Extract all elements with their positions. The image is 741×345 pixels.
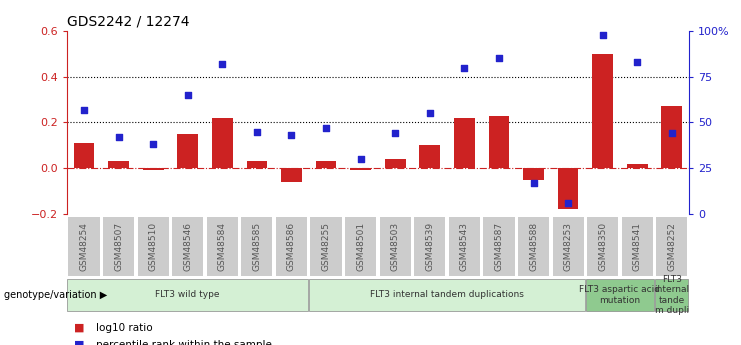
Point [459, 65, 471, 70]
Text: log10 ratio: log10 ratio [96, 323, 153, 333]
Point [389, 131, 401, 136]
Bar [108, 161, 129, 168]
Bar [247, 161, 268, 168]
Text: FLT3
internal
tande
m dupli: FLT3 internal tande m dupli [654, 275, 689, 315]
Text: GSM48254: GSM48254 [79, 222, 88, 271]
Text: percentile rank within the sample: percentile rank within the sample [96, 340, 272, 345]
Bar [592, 54, 613, 168]
Text: GSM48252: GSM48252 [668, 222, 677, 271]
Text: GSM48503: GSM48503 [391, 222, 399, 271]
Bar [488, 116, 509, 168]
Point [597, 32, 608, 38]
Text: GSM48253: GSM48253 [564, 222, 573, 271]
Text: ■: ■ [74, 340, 84, 345]
Text: FLT3 aspartic acid
mutation: FLT3 aspartic acid mutation [579, 285, 660, 305]
Bar [558, 168, 579, 209]
Text: GSM48587: GSM48587 [494, 222, 503, 271]
Point [562, 200, 574, 206]
Text: GSM48588: GSM48588 [529, 222, 538, 271]
Text: GSM48585: GSM48585 [253, 222, 262, 271]
Text: GSM48584: GSM48584 [218, 222, 227, 271]
Text: FLT3 wild type: FLT3 wild type [156, 290, 220, 299]
Bar [454, 118, 475, 168]
Point [493, 56, 505, 61]
Point [147, 142, 159, 147]
Bar [627, 164, 648, 168]
Text: FLT3 internal tandem duplications: FLT3 internal tandem duplications [370, 290, 524, 299]
Point [355, 156, 367, 162]
Text: GSM48546: GSM48546 [183, 222, 192, 271]
Text: GSM48507: GSM48507 [114, 222, 123, 271]
Point [666, 131, 678, 136]
Point [251, 129, 263, 135]
Bar [662, 107, 682, 168]
Bar [177, 134, 198, 168]
Point [631, 59, 643, 65]
Text: GSM48255: GSM48255 [322, 222, 330, 271]
Text: GSM48541: GSM48541 [633, 222, 642, 271]
Point [78, 107, 90, 112]
Text: GSM48539: GSM48539 [425, 222, 434, 271]
Text: GSM48350: GSM48350 [598, 222, 607, 271]
Point [216, 61, 228, 67]
Bar [385, 159, 405, 168]
Bar [419, 145, 440, 168]
Bar [523, 168, 544, 180]
Bar [143, 168, 164, 170]
Point [424, 110, 436, 116]
Point [528, 180, 539, 186]
Text: GSM48510: GSM48510 [149, 222, 158, 271]
Point [285, 132, 297, 138]
Bar [316, 161, 336, 168]
Text: GDS2242 / 12274: GDS2242 / 12274 [67, 14, 189, 29]
Bar [212, 118, 233, 168]
Text: GSM48501: GSM48501 [356, 222, 365, 271]
Text: genotype/variation ▶: genotype/variation ▶ [4, 290, 107, 300]
Bar [350, 168, 371, 170]
Bar [281, 168, 302, 182]
Point [182, 92, 193, 98]
Text: GSM48543: GSM48543 [460, 222, 469, 271]
Text: ■: ■ [74, 323, 84, 333]
Text: GSM48586: GSM48586 [287, 222, 296, 271]
Point [320, 125, 332, 131]
Point [113, 134, 124, 140]
Bar [73, 143, 94, 168]
